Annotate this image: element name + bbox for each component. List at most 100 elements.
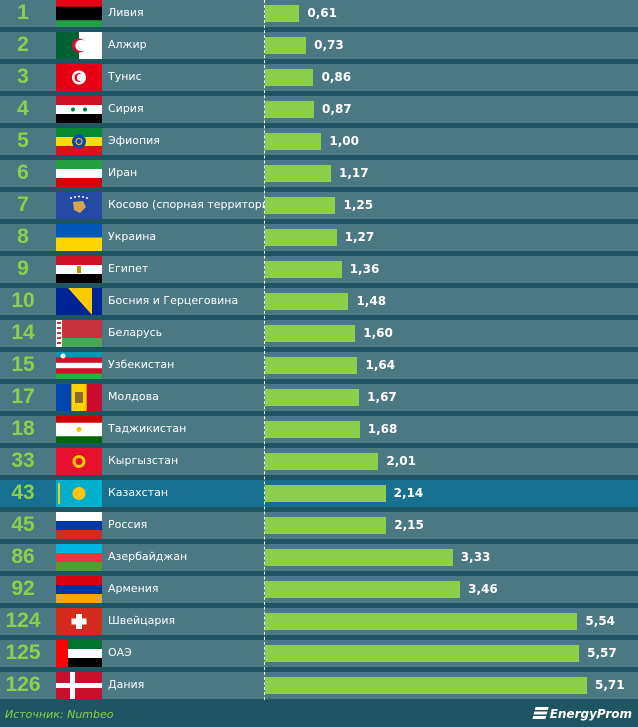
- flag-icon: [56, 640, 102, 668]
- bar: [265, 357, 358, 374]
- table-row: 124 Швейцария 5,54: [0, 608, 638, 636]
- table-row: 86 Азербайджан 3,33: [0, 544, 638, 572]
- value-label: 0,86: [321, 70, 352, 84]
- value-label: 3,46: [468, 582, 498, 596]
- flag-icon: [56, 384, 103, 411]
- table-row: 4 Сирия 0,87: [0, 96, 638, 124]
- flag-icon: [56, 480, 102, 508]
- value-label: 0,73: [314, 38, 344, 52]
- country-label: Кыргызстан: [108, 454, 179, 467]
- flag-icon: [56, 160, 102, 188]
- rank-label: 15: [11, 353, 35, 376]
- value-label: 0,61: [307, 6, 337, 20]
- value-label: 2,14: [393, 486, 424, 500]
- value-label: 1,36: [349, 262, 380, 276]
- value-label: 1,67: [367, 390, 397, 404]
- country-label: Алжир: [108, 38, 147, 51]
- flag-icon: [56, 0, 102, 28]
- table-row: 126 Дания 5,71: [0, 672, 638, 700]
- table-row: 33 Кыргызстан 2,01: [0, 448, 638, 476]
- table-row: 2 Алжир 0,73: [0, 32, 638, 59]
- flag-icon: [56, 288, 102, 316]
- rank-label: 17: [11, 385, 35, 408]
- value-label: 2,01: [386, 454, 416, 468]
- rank-label: 10: [11, 289, 35, 312]
- country-label: Армения: [108, 582, 159, 595]
- flag-icon: [56, 512, 102, 540]
- country-label: Сирия: [108, 102, 144, 115]
- country-label: Молдова: [108, 390, 159, 403]
- value-label: 1,00: [329, 134, 359, 148]
- country-label: Босния и Герцеговина: [108, 294, 239, 307]
- axis-line: [264, 0, 265, 700]
- table-row: 7 Косово (спорная территория) 1,25: [0, 192, 638, 220]
- table-row: 1 Ливия 0,61: [0, 0, 638, 28]
- value-label: 2,15: [394, 518, 424, 532]
- table-row: 9 Египет 1,36: [0, 256, 638, 284]
- bar: [265, 389, 360, 406]
- value-label: 3,33: [460, 550, 491, 564]
- flag-icon: [56, 608, 102, 636]
- rank-label: 45: [11, 513, 35, 536]
- rank-label: 126: [5, 673, 41, 696]
- country-label: Украина: [108, 230, 157, 243]
- bar: [265, 581, 461, 598]
- rank-label: 18: [11, 417, 35, 440]
- country-label: Беларусь: [108, 326, 163, 339]
- bar: [265, 69, 314, 86]
- flag-icon: [56, 576, 102, 604]
- bar: [265, 133, 322, 150]
- bar: [265, 165, 331, 182]
- country-label: Ливия: [108, 6, 144, 19]
- table-row: 6 Иран 1,17: [0, 160, 638, 188]
- table-row: 15 Узбекистан 1,64: [0, 352, 638, 380]
- rank-label: 4: [17, 97, 29, 120]
- flag-icon: [56, 32, 103, 59]
- bar: [265, 613, 578, 630]
- bar: [265, 517, 387, 534]
- logo: EnergyProm: [532, 707, 632, 721]
- flag-icon: [56, 320, 102, 348]
- flag-icon: [56, 416, 102, 444]
- country-label: Казахстан: [108, 486, 169, 499]
- bar: [265, 5, 300, 22]
- rank-label: 1: [17, 1, 29, 24]
- country-label: Россия: [108, 518, 148, 531]
- flag-icon: [56, 64, 102, 92]
- table-row: 3 Тунис 0,86: [0, 64, 638, 92]
- bar: [265, 421, 360, 438]
- value-label: 5,71: [595, 678, 625, 692]
- rank-label: 5: [17, 129, 29, 152]
- rank-label: 43: [11, 481, 35, 504]
- rank-label: 6: [17, 161, 29, 184]
- table-row: 17 Молдова 1,67: [0, 384, 638, 411]
- source-note: Источник: Numbeo: [5, 708, 114, 721]
- flag-icon: [56, 128, 102, 156]
- bar: [265, 325, 356, 342]
- bar: [265, 485, 386, 502]
- rank-label: 7: [17, 193, 29, 216]
- rank-label: 2: [17, 33, 29, 56]
- bar: [265, 229, 337, 246]
- country-label: Косово (спорная территория): [108, 198, 280, 211]
- rank-label: 86: [11, 545, 35, 568]
- value-label: 1,68: [367, 422, 398, 436]
- table-row: 92 Армения 3,46: [0, 576, 638, 604]
- rank-label: 3: [17, 65, 29, 88]
- bar: [265, 549, 453, 566]
- table-row: 43 Казахстан 2,14: [0, 480, 638, 508]
- rank-label: 124: [5, 609, 41, 632]
- value-label: 1,60: [363, 326, 393, 340]
- country-label: Швейцария: [108, 614, 176, 627]
- flag-icon: [56, 544, 102, 572]
- bar: [265, 101, 315, 118]
- table-row: 10 Босния и Герцеговина 1,48: [0, 288, 638, 316]
- rank-label: 14: [11, 321, 35, 344]
- bar: [265, 645, 580, 662]
- bar: [265, 453, 379, 470]
- value-label: 1,27: [344, 230, 375, 244]
- country-label: Иран: [108, 166, 138, 179]
- table-row: 8 Украина 1,27: [0, 224, 638, 252]
- table-row: 5 Эфиопия 1,00: [0, 128, 638, 156]
- value-label: 1,17: [338, 166, 369, 180]
